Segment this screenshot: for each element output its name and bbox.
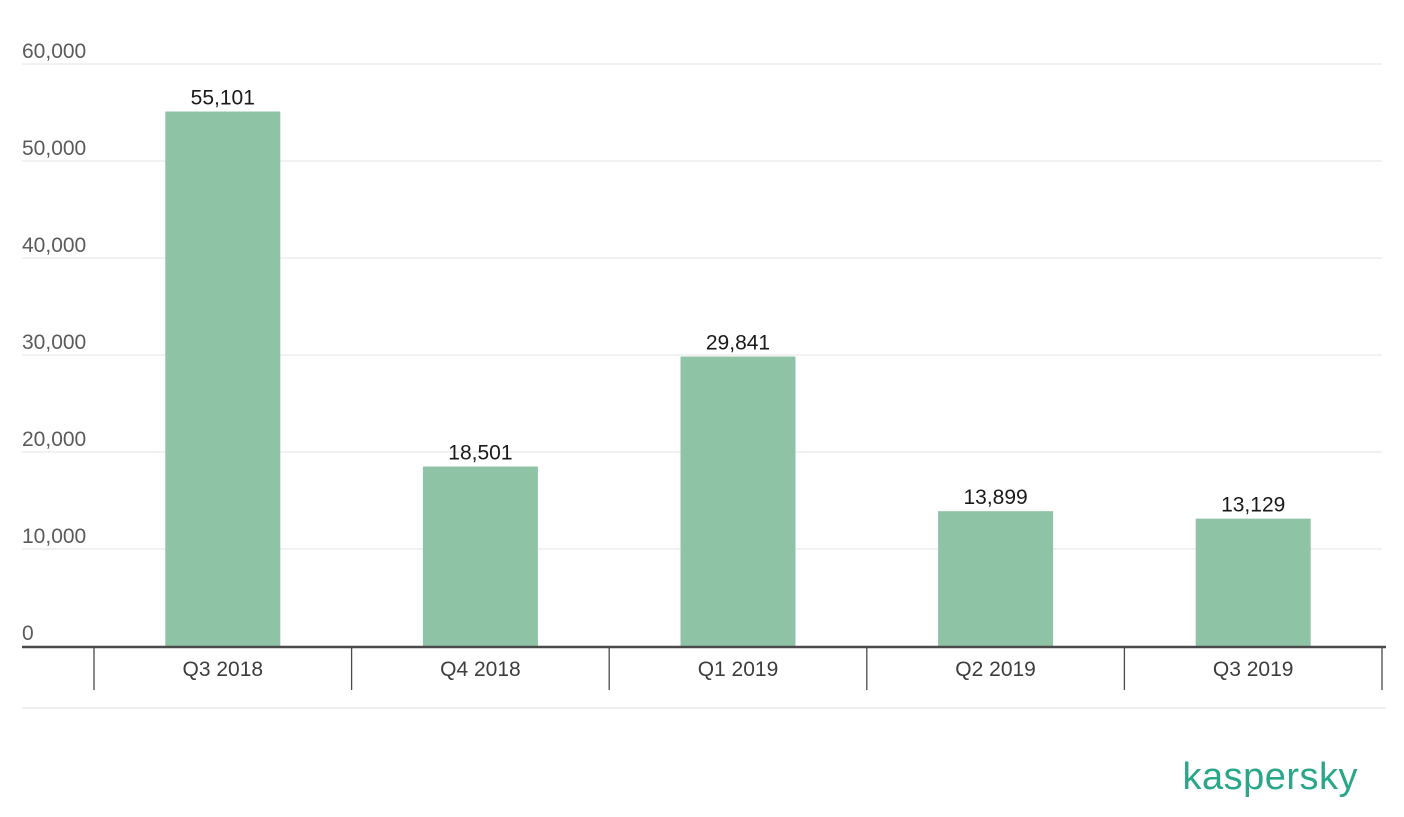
y-tick-label: 10,000 [22, 525, 86, 548]
x-tick-label: Q1 2019 [698, 658, 779, 681]
x-axis-tick-labels: Q3 2018 Q4 2018 Q1 2019 Q2 2019 Q3 2019 [183, 658, 1294, 681]
data-label: 18,501 [448, 442, 512, 465]
bar [422, 466, 538, 646]
data-label: 13,899 [963, 486, 1027, 509]
y-tick-label: 50,000 [22, 137, 86, 160]
y-axis-tick-labels: 0 10,000 20,000 30,000 40,000 50,000 60,000 [22, 40, 86, 645]
x-tick-label: Q4 2018 [440, 658, 521, 681]
y-tick-label: 20,000 [22, 428, 86, 451]
data-labels: 55,101 18,501 29,841 13,899 13,129 [191, 87, 1286, 517]
bar [1195, 518, 1311, 646]
x-tick-label: Q3 2018 [183, 658, 264, 681]
x-tick-label: Q2 2019 [955, 658, 1036, 681]
x-axis [22, 645, 1386, 709]
y-tick-label: 30,000 [22, 331, 86, 354]
x-tick-label: Q3 2019 [1213, 658, 1294, 681]
kaspersky-logo: kaspersky [1182, 756, 1358, 798]
data-label: 29,841 [706, 332, 770, 355]
bar [938, 511, 1054, 646]
data-label: 13,129 [1221, 494, 1285, 517]
bar [165, 111, 281, 646]
data-label: 55,101 [191, 87, 255, 110]
bar [680, 356, 796, 646]
y-tick-label: 60,000 [22, 40, 86, 63]
bars [165, 111, 1311, 646]
y-tick-label: 0 [22, 622, 34, 645]
y-tick-label: 40,000 [22, 234, 86, 257]
